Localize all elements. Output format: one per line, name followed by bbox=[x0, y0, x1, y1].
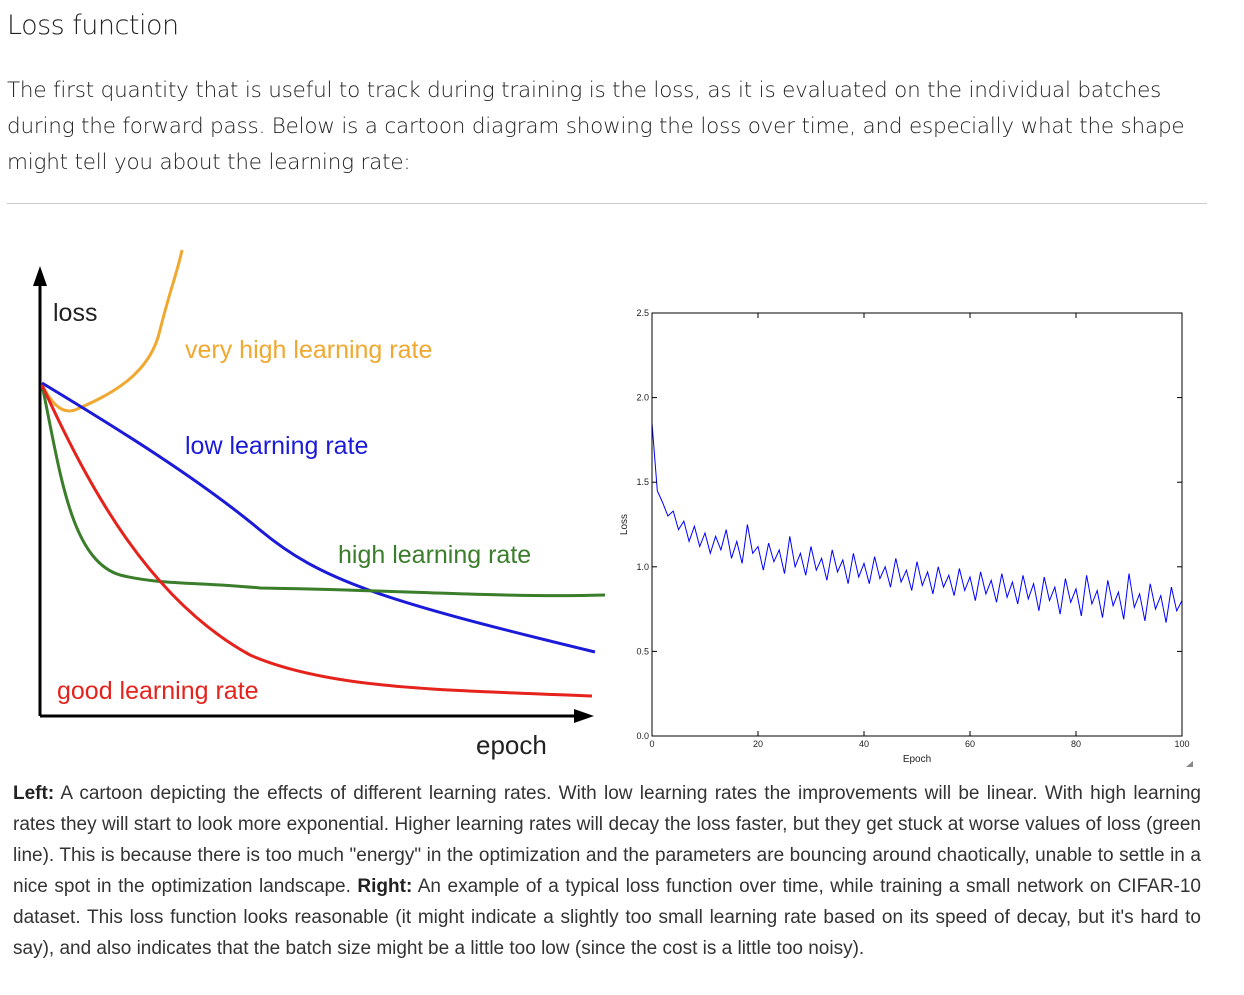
curve bbox=[41, 381, 596, 654]
heading: Loss function bbox=[7, 10, 179, 41]
y-tick-label: 2.0 bbox=[636, 393, 649, 403]
x-tick-label: 20 bbox=[753, 739, 763, 749]
x-tick-label: 100 bbox=[1174, 739, 1189, 749]
y-axis-label: Loss bbox=[619, 514, 630, 535]
x-tick-label: 40 bbox=[859, 739, 869, 749]
x-axis-label: Epoch bbox=[903, 754, 931, 765]
axis-label: epoch bbox=[476, 730, 547, 760]
curve-label: very high learning rate bbox=[185, 336, 432, 364]
x-tick-label: 60 bbox=[965, 739, 975, 749]
y-tick-label: 0.5 bbox=[636, 646, 649, 656]
curve bbox=[40, 384, 606, 598]
divider bbox=[7, 203, 1207, 204]
caption-label: Left: bbox=[13, 783, 55, 804]
cartoon: loss epoch very high learning rate low l… bbox=[33, 249, 606, 760]
y-tick-label: 1.5 bbox=[636, 477, 649, 487]
curve-label: high learning rate bbox=[338, 541, 531, 569]
curve bbox=[40, 384, 593, 698]
y-tick-label: 2.5 bbox=[636, 308, 649, 318]
caption: Left: A cartoon depicting the effects of… bbox=[13, 778, 1201, 964]
resize-handle bbox=[1186, 761, 1193, 767]
figure: loss epoch very high learning rate low l… bbox=[33, 249, 1193, 767]
plot-frame bbox=[651, 312, 1183, 737]
caption-text: A cartoon depicting the effects of diffe… bbox=[13, 783, 1201, 897]
y-tick-label: 0.0 bbox=[636, 731, 649, 741]
curve-label: low learning rate bbox=[185, 432, 368, 460]
arrow bbox=[574, 709, 594, 723]
arrow bbox=[33, 266, 47, 286]
intro-paragraph: The first quantity that is useful to tra… bbox=[7, 78, 1185, 175]
y-tick-label: 1.0 bbox=[636, 562, 649, 572]
x-tick-label: 80 bbox=[1071, 739, 1081, 749]
x-tick-label: 0 bbox=[649, 739, 654, 749]
caption-label: Right: bbox=[357, 876, 413, 897]
curve-label: good learning rate bbox=[57, 677, 259, 705]
curve bbox=[40, 249, 184, 413]
loss-line bbox=[651, 422, 1183, 623]
caption-text: An example of a typical loss function ov… bbox=[13, 876, 1201, 959]
axis-label: loss bbox=[53, 299, 97, 327]
